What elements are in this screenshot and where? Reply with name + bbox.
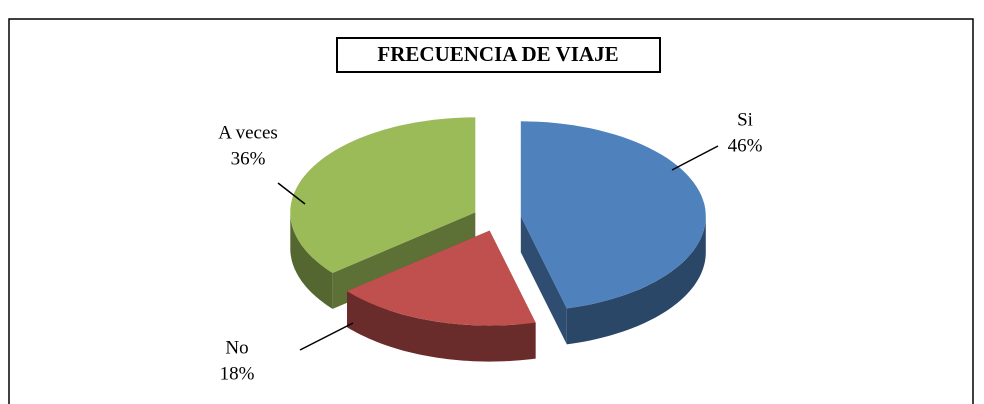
data-label-category: Si [737, 109, 753, 130]
slice-cut-face [520, 216, 567, 345]
slice-side-wall [290, 212, 333, 309]
data-label-category: No [225, 337, 248, 358]
pie-slice [347, 230, 536, 362]
slice-top [347, 230, 536, 326]
leader-line [671, 145, 719, 171]
chart-title: FRECUENCIA DE VIAJE [377, 42, 618, 66]
slice-side-wall [347, 291, 536, 362]
data-label-value: 46% [728, 135, 763, 156]
chart-frame [8, 18, 974, 404]
data-label-category: A veces [218, 122, 278, 143]
slice-top [520, 121, 706, 309]
data-label-value: 36% [231, 148, 266, 169]
slice-side-wall [566, 216, 706, 345]
leader-line [277, 182, 306, 205]
leader-line [299, 322, 354, 351]
slice-top [290, 117, 476, 273]
title-box [336, 37, 661, 73]
data-label-value: 18% [220, 363, 255, 384]
pie-slice [520, 121, 706, 345]
